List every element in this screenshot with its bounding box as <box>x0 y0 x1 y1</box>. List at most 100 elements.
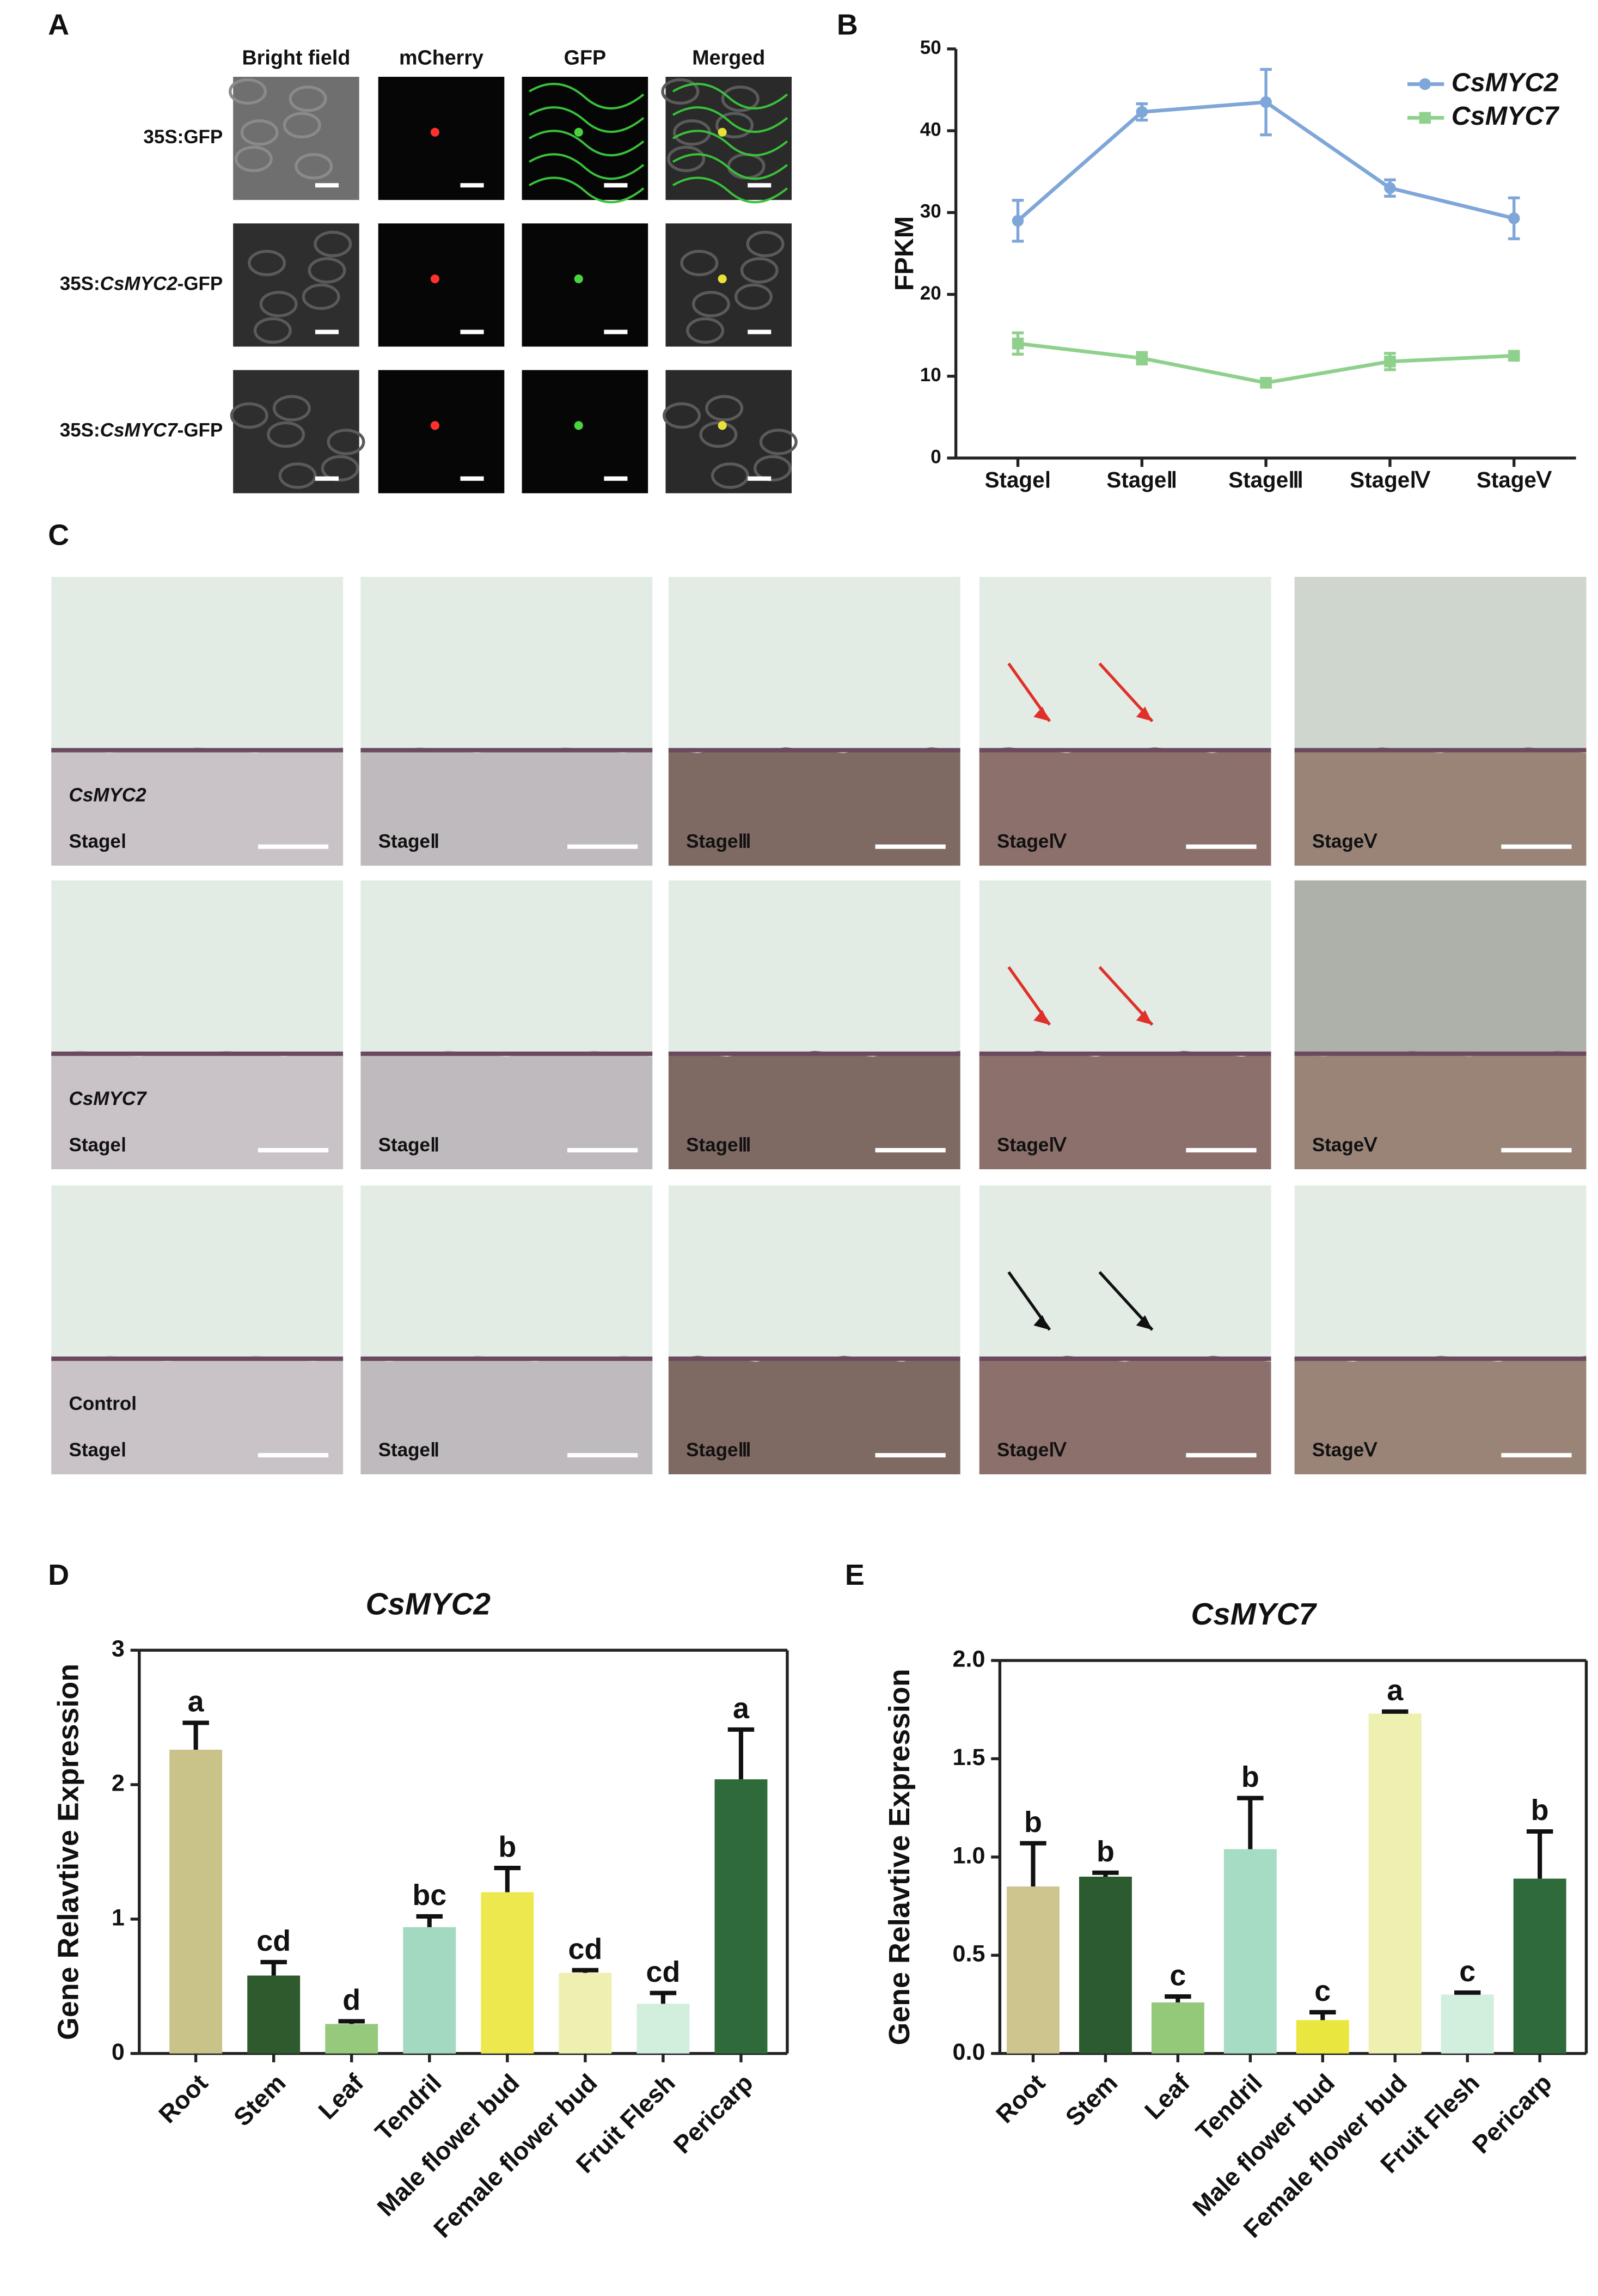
section-stage-label: StageⅡ <box>378 1134 440 1156</box>
error-bar <box>1309 2010 1336 2020</box>
tissue-section <box>360 747 653 866</box>
arrow-head <box>1033 1010 1050 1025</box>
bar <box>559 1973 612 2054</box>
cell-texture <box>289 86 327 112</box>
arrow-head <box>1136 1010 1153 1025</box>
cell-texture <box>295 153 333 180</box>
arrow-head <box>1136 706 1153 722</box>
micrograph <box>378 77 505 200</box>
bar <box>1368 1713 1422 2054</box>
section-stage-label: StageⅤ <box>1312 831 1377 852</box>
cell-texture <box>691 291 730 317</box>
x-tick-label: Male flower bud <box>372 2069 525 2222</box>
y-tick-label: 50 <box>920 37 941 58</box>
micrograph <box>665 77 792 200</box>
cell-texture <box>686 317 725 344</box>
tissue-section <box>1294 1051 1587 1170</box>
cell-texture <box>248 249 286 277</box>
fluorescent-nucleus <box>574 274 583 284</box>
point <box>1136 106 1148 118</box>
point <box>1136 352 1148 364</box>
bar <box>247 1975 301 2054</box>
bar <box>1007 1886 1060 2054</box>
legend-label: CsMYC7 <box>1452 101 1560 131</box>
bar <box>1223 1849 1277 2054</box>
x-tick-label: StageⅣ <box>1350 467 1430 492</box>
chart-title: CsMYC7 <box>1191 1597 1318 1631</box>
bar <box>1079 1876 1132 2054</box>
point <box>1508 350 1520 362</box>
significance-letter: c <box>1170 1959 1186 1992</box>
cell-texture <box>314 230 352 258</box>
y-axis-label: FPKM <box>890 216 919 291</box>
significance-letter: b <box>1097 1835 1115 1868</box>
significance-letter: a <box>1387 1674 1404 1707</box>
tissue-section <box>979 1051 1271 1170</box>
section-stage-label: StageⅠ <box>69 831 127 852</box>
bar <box>1441 1994 1494 2054</box>
gfp-network <box>672 106 788 133</box>
significance-letter: a <box>733 1692 750 1725</box>
tissue-section <box>1294 1355 1587 1475</box>
y-tick-label: 2 <box>112 1770 125 1796</box>
row-label: 35S:CsMYC2-GFP <box>60 273 223 295</box>
section-stage-label: StageⅤ <box>1312 1439 1377 1461</box>
x-tick-label: StageⅡ <box>1106 467 1177 492</box>
significance-letter: cd <box>646 1956 681 1988</box>
error-bar <box>1526 1829 1553 1879</box>
section-gene-label: CsMYC2 <box>69 785 147 806</box>
error-bar <box>1165 1994 1191 2002</box>
significance-letter: bc <box>412 1879 446 1912</box>
row-label-part: CsMYC7 <box>100 420 179 441</box>
x-tick-label: Pericarp <box>668 2069 758 2159</box>
gfp-network <box>529 176 645 204</box>
section-stage-label: StageⅢ <box>686 1439 751 1461</box>
x-tick-label: Leaf <box>313 2068 369 2124</box>
y-tick-label: 20 <box>920 283 941 304</box>
y-tick-label: 1.5 <box>953 1744 985 1770</box>
tissue-section <box>668 1355 960 1475</box>
section-stage-label: StageⅠ <box>69 1439 127 1461</box>
error-bar <box>338 2019 365 2024</box>
cell-texture <box>240 119 279 146</box>
gfp-network <box>672 83 788 109</box>
gfp-network <box>672 153 788 180</box>
cell-texture <box>229 78 267 105</box>
y-axis-label: Gene Relavtive Expression <box>883 1669 916 2045</box>
cell-texture <box>308 257 346 284</box>
panel-label: E <box>845 1559 865 1591</box>
fluorescent-nucleus <box>430 127 439 137</box>
cell-texture <box>272 395 311 422</box>
tissue-section <box>51 1051 344 1170</box>
column-header: Bright field <box>242 46 350 69</box>
y-axis-label: Gene Relavtive Expression <box>52 1664 84 2040</box>
bar <box>714 1779 768 2054</box>
y-tick-label: 1.0 <box>953 1842 985 1868</box>
x-tick-label: Root <box>154 2069 213 2129</box>
error-bar <box>494 1866 521 1892</box>
tissue-section <box>360 1355 653 1475</box>
cell-texture <box>734 283 773 310</box>
tissue-section <box>51 1355 344 1475</box>
section-stage-label: StageⅢ <box>686 831 751 852</box>
cell-texture <box>740 257 779 284</box>
x-tick-label: StageⅠ <box>985 467 1051 492</box>
cell-texture <box>283 112 321 139</box>
cell-texture <box>302 283 340 310</box>
error-bar <box>1454 1990 1481 1995</box>
y-tick-label: 0.0 <box>953 2039 985 2065</box>
tissue-section <box>668 747 960 866</box>
error-bar <box>260 1959 287 1976</box>
x-tick-label: Root <box>991 2069 1051 2129</box>
error-bar <box>650 1990 677 2004</box>
bar <box>1151 2002 1204 2054</box>
error-bar <box>727 1727 755 1780</box>
row-label-part: 35S: <box>60 273 100 295</box>
section-stage-label: StageⅤ <box>1312 1134 1377 1156</box>
legend-label: CsMYC2 <box>1452 68 1559 97</box>
bar <box>636 2004 690 2054</box>
panel-label: A <box>48 9 69 41</box>
gfp-network <box>672 130 788 157</box>
column-header: mCherry <box>399 46 483 69</box>
error-bar <box>572 1968 599 1973</box>
